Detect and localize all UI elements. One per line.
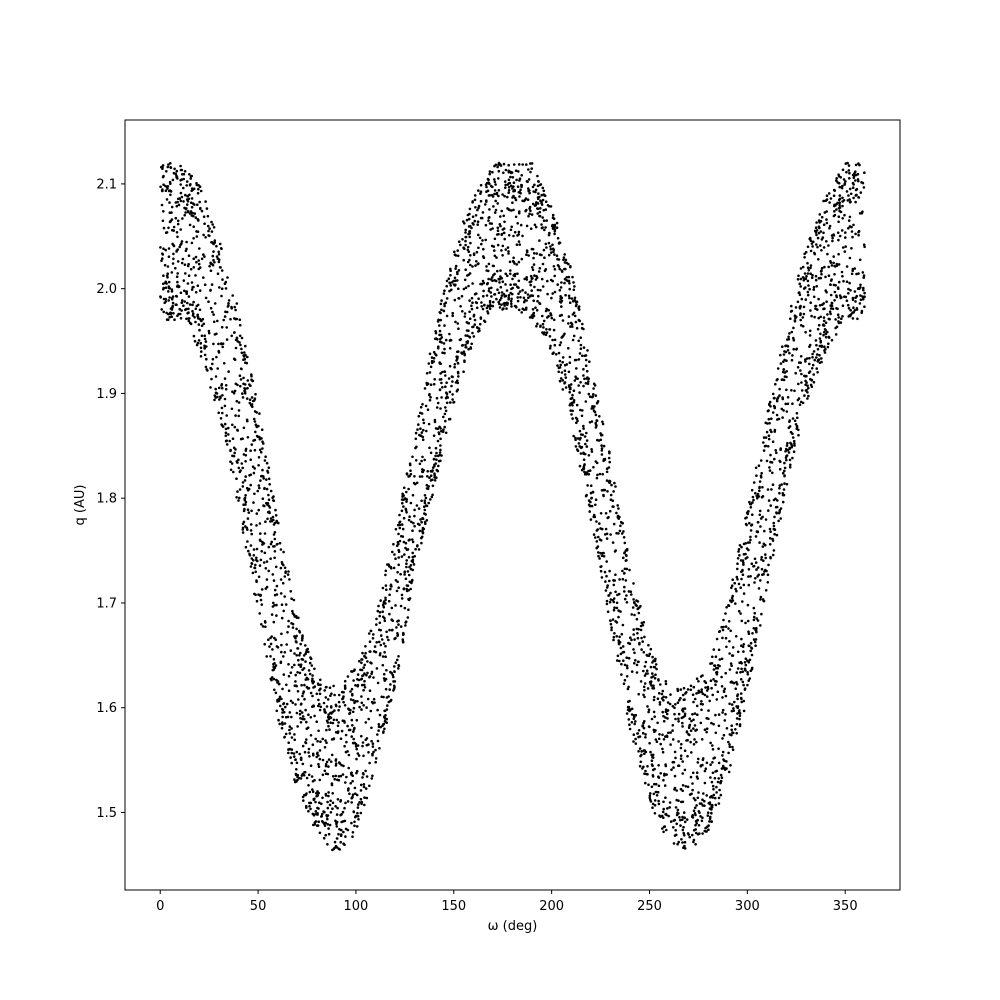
scatter-point-cloud — [159, 161, 866, 852]
y-tick-label: 1.9 — [96, 387, 117, 402]
x-tick-label: 250 — [637, 899, 662, 914]
y-tick-label: 1.5 — [96, 806, 117, 821]
y-tick-label: 2.0 — [96, 282, 117, 297]
x-tick-label: 0 — [156, 899, 164, 914]
x-tick-label: 50 — [250, 899, 267, 914]
x-tick-label: 150 — [441, 899, 466, 914]
y-tick-label: 1.6 — [96, 701, 117, 716]
y-tick-label: 2.1 — [96, 177, 117, 192]
y-tick-label: 1.8 — [96, 492, 117, 507]
x-axis-label: ω (deg) — [488, 919, 538, 934]
x-axis-ticks: 0 50 100 150 200 250 300 350 — [156, 890, 858, 914]
y-tick-label: 1.7 — [96, 596, 117, 611]
y-axis-label: q (AU) — [73, 485, 88, 526]
plot-frame — [124, 119, 901, 891]
y-axis-ticks: 1.5 1.6 1.7 1.8 1.9 2.0 2.1 — [96, 177, 125, 821]
x-tick-label: 300 — [735, 899, 760, 914]
scatter-points — [159, 161, 866, 852]
x-tick-label: 100 — [344, 899, 369, 914]
x-tick-label: 200 — [539, 899, 564, 914]
x-tick-label: 350 — [833, 899, 858, 914]
